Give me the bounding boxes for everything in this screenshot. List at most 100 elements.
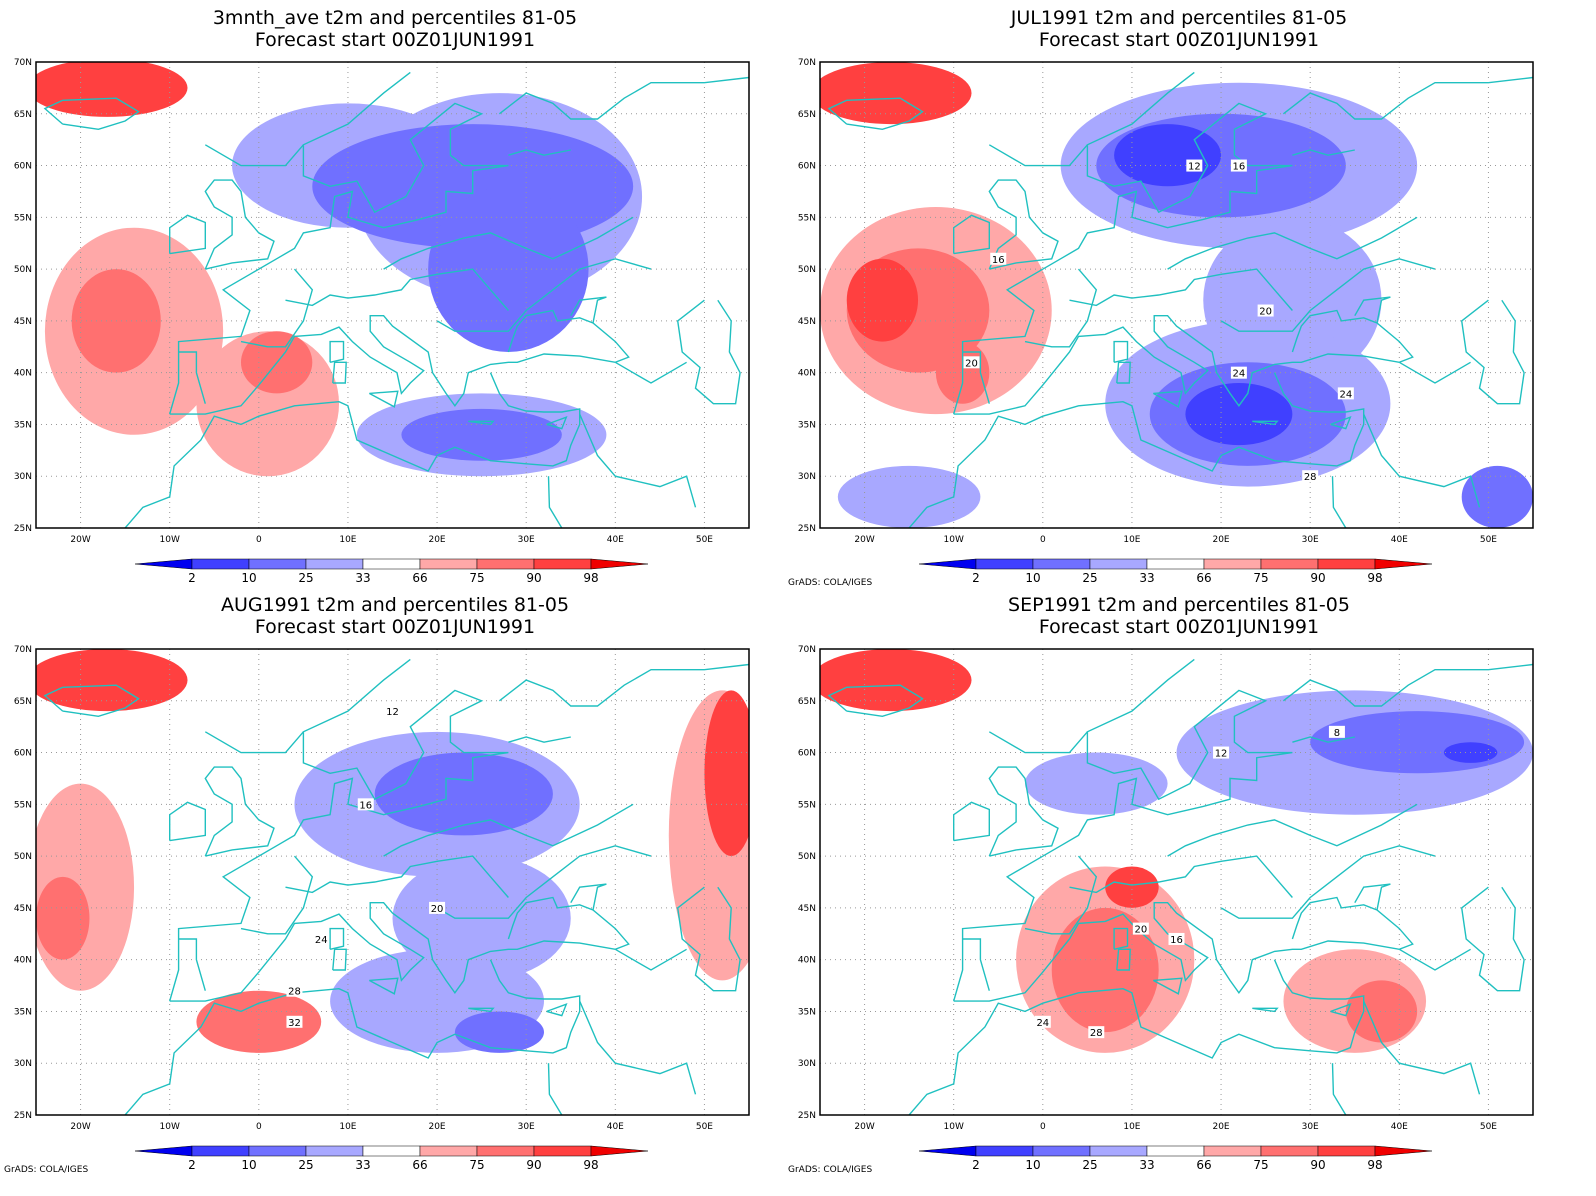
colorbar-segment: [1374, 558, 1433, 570]
lon-tick-label: 20W: [854, 1122, 874, 1132]
coastline: [1116, 361, 1131, 384]
coastline: [962, 351, 990, 404]
lat-tick-label: 30N: [14, 472, 32, 482]
coastline: [1282, 663, 1533, 707]
colorbar-label: 66: [1196, 1158, 1211, 1172]
colorbar-label: 25: [1082, 1158, 1097, 1172]
coastline: [953, 214, 990, 255]
lon-tick-label: 0: [256, 1122, 262, 1132]
map-frame: [35, 648, 750, 1116]
coastline: [508, 736, 571, 743]
colorbar-label: 25: [298, 571, 313, 585]
coastline: [1116, 948, 1131, 971]
colorbar-label: 98: [583, 1158, 598, 1172]
grads-credit: GrADS: COLA/IGES: [788, 1165, 873, 1175]
lon-tick-label: 10E: [1123, 1122, 1140, 1132]
lon-tick-label: 20W: [854, 535, 874, 545]
lat-tick-label: 60N: [14, 749, 32, 759]
contour-label-bg: [357, 798, 374, 811]
coastline: [953, 71, 1293, 415]
lon-tick-label: 50E: [1480, 1122, 1497, 1132]
contour-label-bg: [1034, 1015, 1051, 1028]
colorbar-label: 33: [1139, 571, 1154, 585]
colorbar-segment: [975, 558, 1034, 570]
colorbar-segment: [1089, 558, 1148, 570]
coastline: [827, 97, 924, 131]
coastline: [1398, 948, 1471, 971]
lon-tick-label: 0: [1040, 535, 1046, 545]
coastline: [988, 144, 1088, 167]
lat-tick-label: 50N: [14, 265, 32, 275]
coastline: [1363, 413, 1481, 508]
coastline: [676, 886, 741, 992]
anomaly-shading: [374, 752, 553, 836]
colorbar-label: 33: [1139, 1158, 1154, 1172]
coastline: [1363, 1000, 1481, 1095]
colorbar-segment: [419, 1145, 478, 1157]
anomaly-shading: [820, 62, 972, 125]
coastline: [204, 731, 304, 754]
lon-tick-label: 0: [256, 535, 262, 545]
colorbar-segment: [248, 1145, 307, 1157]
colorbar-segment: [1317, 1145, 1376, 1157]
coastline: [1292, 149, 1355, 156]
map-panel-jul1991: JUL1991 t2m and percentiles 81-05 Foreca…: [784, 0, 1574, 590]
lat-tick-label: 35N: [14, 1007, 32, 1017]
colorbar-segment: [1203, 558, 1262, 570]
contour-label: 28: [1304, 472, 1317, 483]
contour-label: 28: [288, 987, 301, 998]
coastline: [962, 938, 990, 991]
coastline: [498, 663, 749, 707]
coastline: [953, 309, 1414, 415]
colorbar-segment: [918, 558, 977, 570]
coastline: [436, 845, 652, 919]
lat-tick-label: 30N: [798, 1059, 816, 1069]
colorbar-label: 25: [298, 1158, 313, 1172]
colorbar-label: 10: [1025, 1158, 1040, 1172]
anomaly-shading: [704, 690, 749, 857]
lat-tick-label: 65N: [14, 110, 32, 120]
colorbar-segment: [1203, 1145, 1262, 1157]
lon-tick-label: 50E: [1480, 535, 1497, 545]
coastline: [169, 801, 206, 842]
contour-label: 16: [992, 255, 1005, 266]
coastline: [1220, 845, 1436, 919]
coastline: [988, 731, 1088, 754]
anomaly-shading: [454, 1011, 545, 1053]
contour-label: 24: [1233, 369, 1246, 380]
coastline: [285, 268, 509, 311]
lat-tick-label: 25N: [14, 524, 32, 534]
contour-label-bg: [1088, 1026, 1105, 1039]
colorbar-label: 90: [1310, 571, 1325, 585]
lon-tick-label: 20W: [70, 1122, 90, 1132]
contour-label-bg: [990, 252, 1007, 265]
lat-tick-label: 55N: [798, 800, 816, 810]
map-frame: [819, 61, 1534, 529]
colorbar-label: 10: [1025, 571, 1040, 585]
coastline: [908, 959, 1365, 1115]
coastline: [332, 361, 347, 384]
lon-tick-label: 30E: [518, 535, 535, 545]
panel-subtitle: Forecast start 00Z01JUN1991: [1038, 29, 1320, 51]
colorbar-label: 90: [1310, 1158, 1325, 1172]
coastline: [368, 977, 399, 995]
contour-label-bg: [1337, 387, 1354, 400]
contour-label: 12: [1188, 162, 1201, 173]
map-plot: 12 1620242816202470N65N60N55N50N45N40N35N…: [798, 58, 1534, 585]
colorbar-segment: [1146, 1145, 1205, 1157]
colorbar-segment: [191, 1145, 250, 1157]
colorbar-label: 10: [241, 571, 256, 585]
lat-tick-label: 70N: [14, 58, 32, 68]
contour-label-bg: [1302, 470, 1319, 483]
colorbar-label: 75: [469, 1158, 484, 1172]
coastline: [124, 959, 581, 1115]
colorbar-label: 98: [1367, 571, 1382, 585]
coastline: [570, 883, 607, 911]
lon-tick-label: 30E: [1302, 535, 1319, 545]
contour-label: 20: [1259, 307, 1272, 318]
coastline: [1292, 736, 1355, 743]
coastline: [1167, 803, 1418, 857]
colorbar-label: 98: [1367, 1158, 1382, 1172]
coastline: [169, 896, 630, 1002]
coastline: [498, 76, 749, 120]
